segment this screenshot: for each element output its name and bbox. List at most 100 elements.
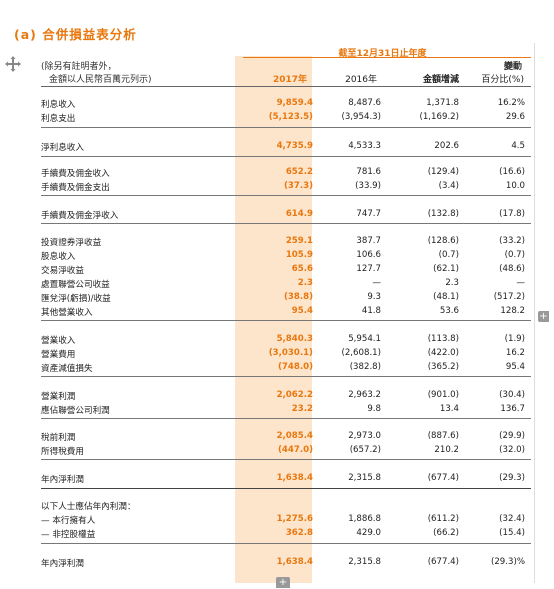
change-amount: (3.4) bbox=[438, 181, 459, 191]
expand-bottom-button[interactable]: + bbox=[276, 577, 290, 588]
value-2016: 387.7 bbox=[356, 236, 381, 246]
row-label: 營業收入 bbox=[41, 336, 76, 346]
row-label: 年內淨利潤 bbox=[41, 559, 84, 569]
value-2016: 4,533.3 bbox=[348, 141, 381, 151]
change-percent: (1.9) bbox=[504, 334, 525, 344]
table-row: 手續費及佣金收入 652.2 781.6 (129.4) (16.6) bbox=[41, 167, 531, 179]
value-2017: 2.3 bbox=[297, 278, 313, 288]
period-label: 截至12月31日止年度 bbox=[338, 49, 427, 59]
value-2016: 8,487.6 bbox=[348, 98, 381, 108]
change-percent: 16.2% bbox=[497, 98, 525, 108]
value-2016: 747.7 bbox=[356, 209, 381, 219]
value-2017: (38.8) bbox=[283, 292, 313, 302]
change-percent: 136.7 bbox=[500, 404, 525, 414]
row-divider bbox=[41, 543, 531, 544]
row-label: 資產減值損失 bbox=[41, 364, 93, 374]
value-2016: 1,886.8 bbox=[348, 514, 381, 524]
column-header-change-amount: 金額增減 bbox=[422, 75, 459, 85]
change-amount: (887.6) bbox=[427, 431, 459, 441]
expand-right-button[interactable]: + bbox=[538, 311, 549, 322]
row-label: 以下人士應佔年內利潤： bbox=[41, 502, 136, 512]
table-row: 利息收入 9,859.4 8,487.6 1,371.8 16.2% bbox=[41, 98, 531, 110]
value-2017: 4,735.9 bbox=[276, 141, 313, 151]
period-rule bbox=[243, 57, 531, 58]
table-row: 交易淨收益 65.6 127.7 (62.1) (48.6) bbox=[41, 264, 531, 276]
row-label: 股息收入 bbox=[41, 252, 76, 262]
value-2017: (3,030.1) bbox=[268, 348, 313, 358]
value-2016: 2,315.8 bbox=[348, 473, 381, 483]
change-percent: 10.0 bbox=[505, 181, 525, 191]
row-label: 交易淨收益 bbox=[41, 266, 84, 276]
change-amount: (365.2) bbox=[427, 362, 459, 372]
change-percent: (17.8) bbox=[499, 209, 525, 219]
row-label: 營業費用 bbox=[41, 350, 76, 360]
row-label: 年內淨利潤 bbox=[41, 475, 84, 485]
change-percent: (517.2) bbox=[493, 292, 525, 302]
row-label: 手續費及佣金淨收入 bbox=[41, 211, 119, 221]
change-amount: (129.4) bbox=[427, 167, 459, 177]
change-amount: 210.2 bbox=[434, 445, 459, 455]
value-2017: 1,638.4 bbox=[276, 473, 313, 483]
value-2017: (447.0) bbox=[277, 445, 313, 455]
change-percent: (29.9) bbox=[499, 431, 525, 441]
table-row: — 非控股權益 362.8 429.0 (66.2) (15.4) bbox=[41, 528, 531, 540]
row-label: 應佔聯營公司利潤 bbox=[41, 406, 110, 416]
change-amount: 53.6 bbox=[439, 306, 459, 316]
change-amount: (677.4) bbox=[427, 473, 459, 483]
value-2017: 5,840.3 bbox=[276, 334, 313, 344]
row-label: 所得稅費用 bbox=[41, 447, 84, 457]
change-percent: 29.6 bbox=[505, 112, 525, 122]
move-handle-icon[interactable] bbox=[5, 56, 21, 72]
table-row: 其他營業收入 95.4 41.8 53.6 128.2 bbox=[41, 306, 531, 318]
value-2017: 65.6 bbox=[291, 264, 313, 274]
row-label: 營業利潤 bbox=[41, 392, 76, 402]
row-label: 手續費及佣金收入 bbox=[41, 169, 110, 179]
change-amount: 2.3 bbox=[445, 278, 459, 288]
table-row: 營業費用 (3,030.1) (2,608.1) (422.0) 16.2 bbox=[41, 348, 531, 360]
value-2016: 5,954.1 bbox=[348, 334, 381, 344]
change-percent: (32.4) bbox=[499, 514, 525, 524]
table-row: 年內淨利潤 1,638.4 2,315.8 (677.4) (29.3) bbox=[41, 473, 531, 485]
change-amount: (422.0) bbox=[427, 348, 459, 358]
row-divider bbox=[41, 320, 531, 321]
value-2017: 2,062.2 bbox=[276, 390, 313, 400]
value-2016: (382.8) bbox=[349, 362, 381, 372]
table-row: 匯兌淨(虧損)/收益 (38.8) 9.3 (48.1) (517.2) bbox=[41, 292, 531, 304]
change-amount: (128.6) bbox=[427, 236, 459, 246]
change-amount: (677.4) bbox=[427, 557, 459, 567]
table-frame bbox=[28, 43, 535, 583]
change-amount: (48.1) bbox=[433, 292, 459, 302]
change-amount: (1,169.2) bbox=[419, 112, 459, 122]
table-row: 淨利息收入 4,735.9 4,533.3 202.6 4.5 bbox=[41, 141, 531, 153]
value-2016: 41.8 bbox=[361, 306, 381, 316]
table-row: 應佔聯營公司利潤 23.2 9.8 13.4 136.7 bbox=[41, 404, 531, 416]
value-2017: 259.1 bbox=[285, 236, 313, 246]
row-divider bbox=[41, 195, 531, 196]
change-percent: (48.6) bbox=[499, 264, 525, 274]
section-title: (a) 合併損益表分析 bbox=[14, 27, 137, 42]
change-percent: 16.2 bbox=[505, 348, 525, 358]
row-divider bbox=[41, 418, 531, 419]
column-header-2016: 2016年 bbox=[345, 75, 377, 85]
value-2017: (748.0) bbox=[277, 362, 313, 372]
column-header-change-pct-line2: 百分比(%) bbox=[481, 75, 524, 85]
value-2016: (3,954.3) bbox=[341, 112, 381, 122]
value-2016: 127.7 bbox=[356, 264, 381, 274]
change-percent: 4.5 bbox=[511, 141, 525, 151]
table-row: 營業利潤 2,062.2 2,963.2 (901.0) (30.4) bbox=[41, 390, 531, 402]
row-label: 處置聯營公司收益 bbox=[41, 280, 110, 290]
unit-note-line1: (除另有註明者外， bbox=[41, 62, 117, 72]
change-amount: (66.2) bbox=[433, 528, 459, 538]
table-row: 營業收入 5,840.3 5,954.1 (113.8) (1.9) bbox=[41, 334, 531, 346]
value-2016: 429.0 bbox=[356, 528, 381, 538]
row-divider bbox=[41, 376, 531, 377]
value-2016: (2,608.1) bbox=[341, 348, 381, 358]
change-amount: (62.1) bbox=[433, 264, 459, 274]
row-label: 投資證券淨收益 bbox=[41, 238, 102, 248]
unit-note-line2: 金額以人民幣百萬元列示) bbox=[49, 75, 152, 85]
table-row: 所得稅費用 (447.0) (657.2) 210.2 (32.0) bbox=[41, 445, 531, 457]
value-2016: 2,963.2 bbox=[348, 390, 381, 400]
change-percent: (29.3)% bbox=[490, 557, 525, 567]
row-label: 其他營業收入 bbox=[41, 308, 93, 318]
row-label: 稅前利潤 bbox=[41, 433, 76, 443]
